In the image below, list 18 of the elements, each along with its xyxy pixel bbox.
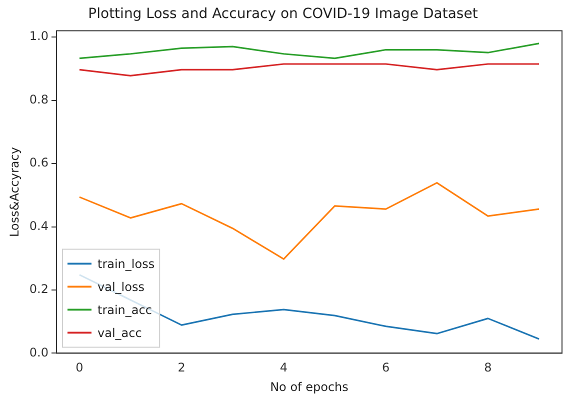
x-tick-label: 4 [280,360,288,375]
y-tick-label: 0.4 [29,218,48,233]
legend-label: val_loss [97,280,144,294]
legend-label: val_acc [97,326,142,340]
x-axis-title: No of epochs [270,380,348,394]
y-tick-label: 0.2 [29,282,48,296]
y-tick-label: 0.0 [29,345,48,360]
legend-label: train_loss [97,256,155,271]
y-tick-label: 1.0 [29,29,48,44]
y-tick-label: 0.8 [29,92,48,106]
legend-label: train_acc [97,302,152,317]
x-tick-label: 8 [484,360,492,375]
y-axis-title: Loss&Accyracy [7,147,22,237]
x-tick-label: 6 [382,360,390,375]
y-tick-label: 0.6 [29,156,48,170]
x-tick-label: 2 [178,360,186,375]
x-tick-label: 0 [76,360,84,375]
chart-title: Plotting Loss and Accuracy on COVID-19 Image Dataset [88,6,478,22]
